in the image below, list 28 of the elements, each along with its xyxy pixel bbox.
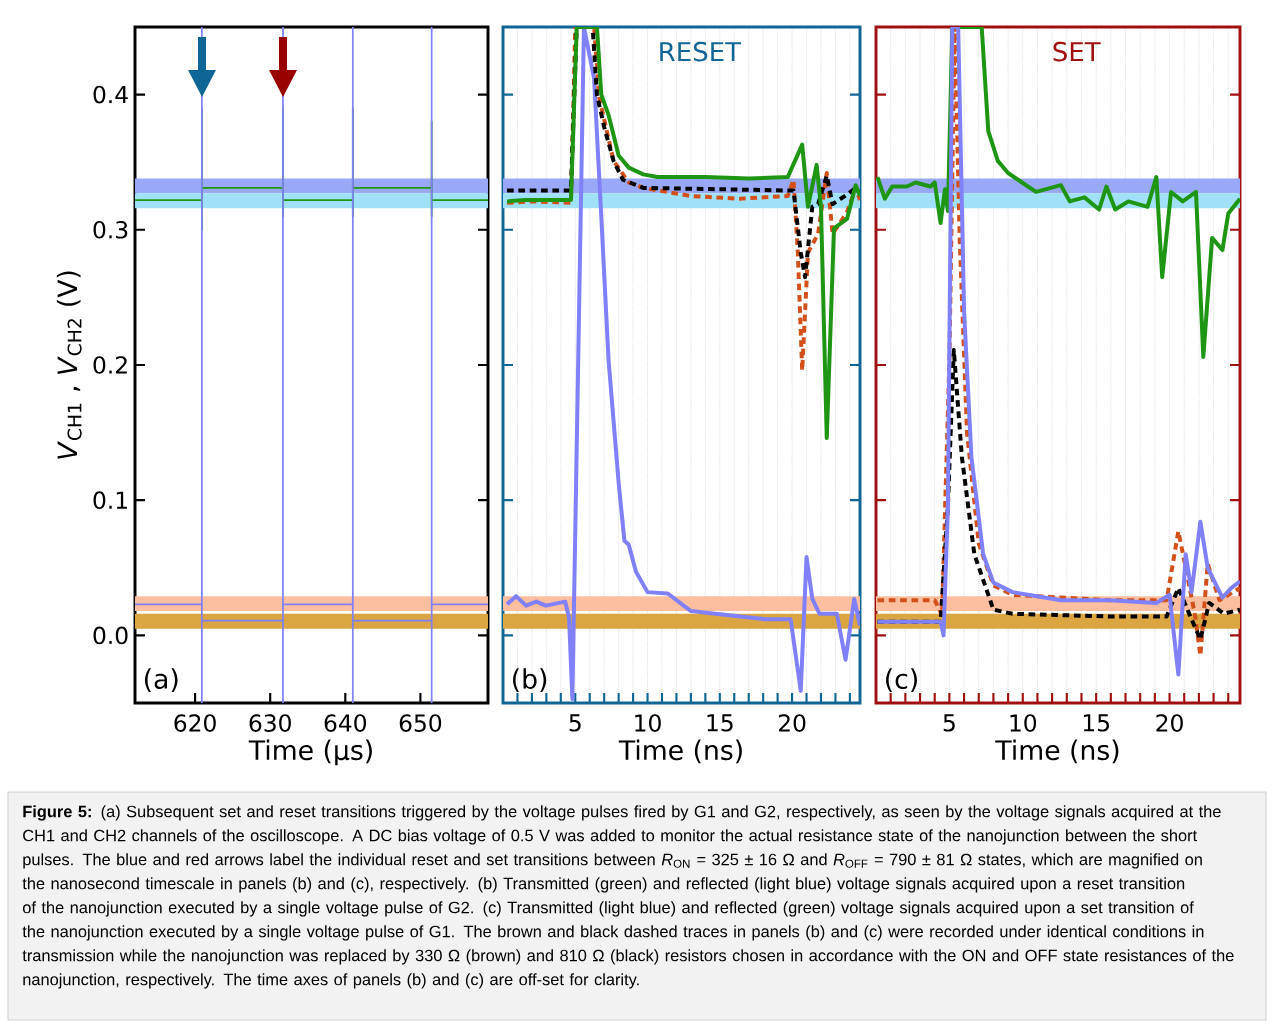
- y-tick-label: 0.0: [93, 626, 128, 645]
- x-tick-label: 640: [324, 714, 367, 732]
- x-tick-label: 620: [174, 714, 216, 732]
- x-tick-label: 5: [569, 714, 581, 732]
- y-tick-label: 0.3: [93, 220, 128, 239]
- x-axis-title: Time (µs): [248, 739, 372, 766]
- chart-title: RESET: [660, 41, 742, 62]
- x-tick-label: 15: [707, 714, 733, 732]
- x-tick-label: 650: [399, 714, 442, 732]
- x-axis-title: Time (ns): [618, 739, 742, 764]
- x-tick-label: 10: [1010, 714, 1037, 732]
- y-tick-label: 0.2: [93, 356, 127, 374]
- x-tick-label: 20: [778, 714, 806, 732]
- x-tick-label: 630: [249, 714, 291, 732]
- annotation: (b): [513, 668, 547, 693]
- y-tick-label: 0.1: [93, 491, 127, 510]
- y-axis-title: V$_{CH1}$ , V$_{CH2}$ (V): [56, 271, 82, 459]
- chart-title: SET: [1053, 41, 1101, 62]
- line-series: [135, 27, 488, 703]
- x-tick-label: 15: [1083, 714, 1109, 732]
- x-axis-title: Time (ns): [995, 739, 1119, 764]
- y-tick-label: 0.4: [93, 85, 128, 104]
- annotation: (a): [144, 668, 178, 693]
- annotation: (c): [886, 668, 917, 693]
- x-tick-label: 10: [635, 714, 661, 732]
- x-tick-label: 20: [1156, 714, 1183, 732]
- text: Figure 5: (a) Subsequent set and reset transitions triggered by the voltage pulses fired by G1 and G2, respectively, as seen by the voltage signals acquired at the CH1 and CH2 channels of the oscilloscope. A DC bias voltage of 0.5 V was added to monitor the actual resistance state of the nanojunction between the short pulses. The blue and red arrows label the individual reset and set transitions between R$_{ON}$ = 325 ± 16 Ω and R$_{OFF}$ = 790 ± 81 Ω states, which are magnified on the nanosecond timescale in panels (b) and (c), respectively. (b) Transmitted (green) and reflected (light blue) voltage signals acquired upon a reset transition of the nanojunction executed by a single voltage pulse of G2. (c) Transmitted (light blue) and reflected (green) voltage signals acquired upon a set transition of the nanojunction executed by a single voltage pulse of G1. The brown and black dashed traces in panels (b) and (c) were recorded under identical conditions in transmission while the nanojunction was replaced by 330 Ω (brown) and 810 Ω (black) resistors chosen in accordance with the ON and OFF state resistances of the nanojunction, respectively. The time axes of panels (b) and (c) are off-set for clarity.: [22, 805, 1234, 989]
- x-tick-label: 5: [943, 714, 955, 732]
